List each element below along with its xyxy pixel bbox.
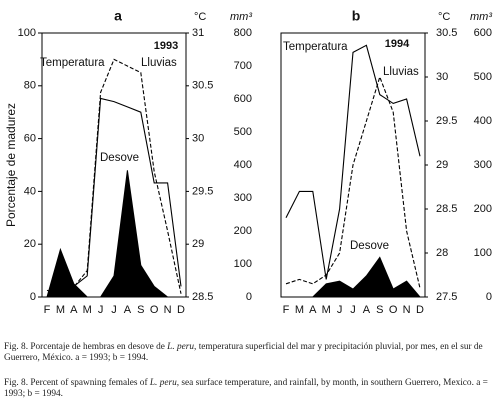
x-axis-label: Meses [91,318,136,320]
x-tick-label: S [376,304,383,316]
y-tick-label: 80 [24,80,36,92]
panel-title: a [114,8,122,24]
y3-unit: mm³ [230,11,252,23]
series-label: Desove [100,152,139,164]
x-tick-label: M [56,304,65,316]
series-line [46,97,182,298]
y2-tick-label: 30.5 [436,27,457,39]
y3-tick-label: 400 [474,115,492,127]
caption-species: L. peru [149,378,177,388]
y2-tick-label: 30.5 [192,80,213,92]
x-tick-label: N [164,304,172,316]
caption-en: Fig. 8. Percent of spawning females of L… [4,378,496,400]
spawning-area [286,256,422,298]
y3-tick-label: 100 [234,258,252,270]
panel-title: b [352,8,361,24]
series-line [285,44,421,280]
y3-tick-label: 500 [234,126,252,138]
x-tick-label: M [295,304,304,316]
y2-unit: °C [194,11,206,23]
series-line [46,58,182,295]
y3-tick-label: 700 [234,60,252,72]
x-tick-label: F [283,304,290,316]
y2-tick-label: 29.5 [192,185,213,197]
x-tick-label: J [98,304,104,316]
y2-tick-label: 28 [436,247,448,259]
y3-tick-label: 600 [474,27,492,39]
y2-tick-label: 30 [192,133,204,145]
y2-tick-label: 27.5 [436,291,457,303]
y2-tick-label: 29 [436,159,448,171]
y3-tick-label: 600 [234,93,252,105]
y2-tick-label: 30 [436,71,448,83]
y2-tick-label: 28.5 [192,291,213,303]
y3-tick-label: 0 [486,291,492,303]
y2-tick-label: 31 [192,27,204,39]
x-tick-label: A [124,304,132,316]
y-tick-label: 0 [30,291,36,303]
figure: a 1993 °C mm³ Meses Porcentaje de madurez 0 20 4… [4,8,492,320]
x-tick-label: A [70,304,78,316]
y3-tick-label: 300 [234,192,252,204]
series-label: Temperatura [40,57,105,69]
year-label: 1994 [385,38,410,50]
x-tick-label: A [309,304,317,316]
caption-es: Fig. 8. Porcentaje de hembras en desove … [4,342,496,364]
x-tick-label: N [403,304,411,316]
y3-tick-label: 800 [234,27,252,39]
x-tick-label: D [177,304,185,316]
y-tick-label: 20 [24,238,36,250]
caption-species: L. peru [167,342,195,352]
x-tick-label: M [322,304,331,316]
y2-tick-label: 29 [192,238,204,250]
caption-text: , sea surface temperature, and rainfall,… [4,378,488,399]
x-tick-label: M [83,304,92,316]
x-tick-label: J [350,304,356,316]
y3-tick-label: 100 [474,247,492,259]
x-tick-label: D [416,304,424,316]
y-tick-label: 60 [24,133,36,145]
series-label: Temperatura [283,41,348,53]
y3-tick-label: 300 [474,159,492,171]
caption-text: Fig. 8. Porcentaje de hembras en desove … [4,342,168,352]
series-label: Desove [350,240,389,252]
y3-tick-label: 400 [234,159,252,171]
x-tick-label: F [44,304,51,316]
y3-tick-label: 0 [246,291,252,303]
series-label: Lluvias [383,66,419,78]
x-axis-label: Meses [330,318,375,320]
y-axis-label: Porcentaje de madurez [4,103,18,227]
caption-text: Fig. 8. Percent of spawning females of [4,378,150,388]
y2-tick-label: 29.5 [436,115,457,127]
spawning-area [46,170,181,298]
x-tick-label: O [389,304,398,316]
y2-unit: °C [438,11,450,23]
x-tick-label: O [150,304,159,316]
y3-tick-label: 200 [234,225,252,237]
y3-tick-label: 200 [474,203,492,215]
y2-tick-label: 28.5 [436,203,457,215]
x-tick-label: J [337,304,343,316]
caption-text: , temperatura superficial del mar y prec… [4,342,483,363]
y-tick-label: 40 [24,185,36,197]
x-tick-label: A [363,304,371,316]
x-tick-label: S [137,304,144,316]
series-label: Lluvias [141,57,177,69]
y3-unit: mm³ [470,11,492,23]
y3-tick-label: 500 [474,71,492,83]
series-line [285,75,421,289]
y-tick-label: 100 [18,27,36,39]
year-label: 1993 [154,40,178,52]
x-tick-label: J [111,304,117,316]
